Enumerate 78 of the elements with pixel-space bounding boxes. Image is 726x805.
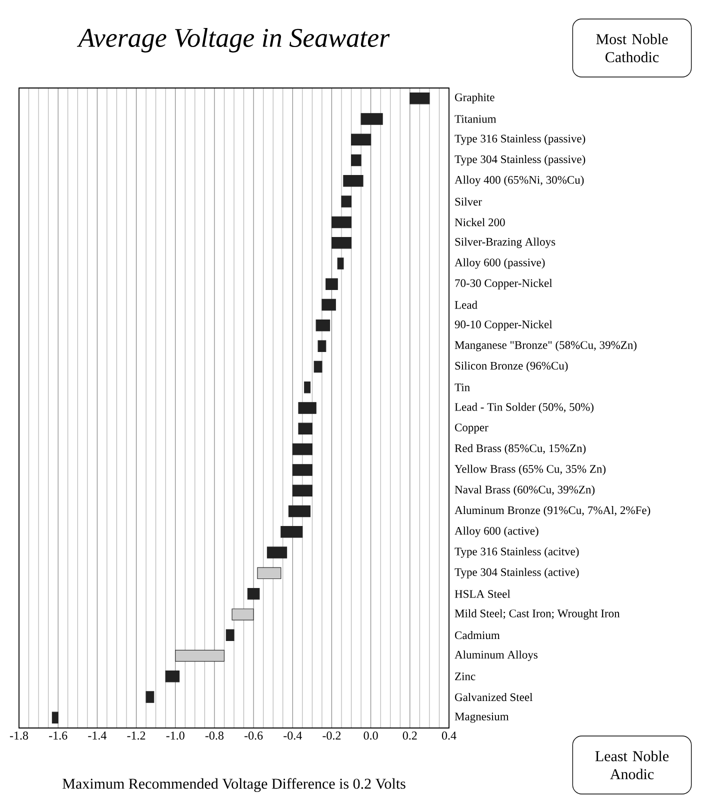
bar bbox=[350, 154, 362, 166]
y-tick-label: Aluminum Alloys bbox=[454, 650, 538, 661]
y-tick-label: Lead - Tin Solder (50%, 50%) bbox=[454, 402, 594, 414]
text: Least Noble Anodic bbox=[595, 750, 669, 780]
y-tick-label: Aluminum Bronze (91%Cu, 7%Al, 2%Fe) bbox=[454, 506, 650, 516]
y-tick-label: Alloy 600 (active) bbox=[454, 526, 538, 538]
bar bbox=[288, 505, 311, 518]
bar bbox=[298, 402, 316, 414]
y-tick-label: Mild Steel; Cast Iron; Wrought Iron bbox=[454, 609, 620, 620]
x-tick-label: -0.8 bbox=[205, 732, 224, 740]
text: Maximum Recommended Voltage Difference is 0.2 Volts bbox=[62, 778, 406, 792]
y-tick-label: Red Brass (85%Cu, 15%Zn) bbox=[454, 444, 586, 455]
bar bbox=[316, 320, 330, 332]
y-tick-label: Type 304 Stainless (passive) bbox=[454, 155, 586, 166]
bar bbox=[298, 422, 312, 435]
y-tick-label: Cadmium bbox=[454, 631, 500, 640]
y-tick-label: Silicon Bronze (96%Cu) bbox=[455, 361, 568, 372]
bar bbox=[410, 92, 430, 104]
bar bbox=[326, 278, 338, 290]
x-tick-label: -1.0 bbox=[166, 732, 184, 740]
y-tick-label: Type 316 Stainless (passive) bbox=[454, 134, 586, 145]
y-tick-label: HSLA Steel bbox=[454, 590, 510, 598]
bar bbox=[343, 175, 364, 187]
bar bbox=[175, 650, 225, 662]
bar bbox=[322, 298, 336, 311]
y-tick-label: Nickel 200 bbox=[454, 218, 505, 226]
y-tick-label: Silver bbox=[455, 198, 482, 206]
y-tick-label: Magnesium bbox=[454, 712, 509, 723]
bar bbox=[331, 236, 352, 249]
bar bbox=[360, 113, 383, 125]
bar bbox=[314, 360, 322, 373]
y-tick-label: Tin bbox=[454, 384, 470, 392]
bar bbox=[292, 464, 312, 476]
bar bbox=[337, 258, 344, 270]
bar bbox=[280, 526, 303, 538]
bar bbox=[318, 340, 326, 352]
x-tick-label: -0.2 bbox=[322, 732, 341, 740]
bar bbox=[341, 196, 352, 208]
x-tick-label: 0.4 bbox=[442, 732, 456, 740]
y-tick-label: Titanium bbox=[454, 115, 496, 123]
bar bbox=[232, 608, 254, 620]
bar bbox=[165, 670, 180, 682]
y-tick-label: Manganese "Bronze" (58%Cu, 39%Zn) bbox=[454, 340, 636, 352]
y-tick-label: Alloy 600 (passive) bbox=[454, 258, 545, 269]
chart-title: Average Voltage in Seawater bbox=[76, 28, 390, 53]
y-tick-label: Yellow Brass (65% Cu, 35% Zn) bbox=[454, 464, 606, 476]
bar bbox=[292, 443, 312, 456]
y-tick-label: 90-10 Copper-Nickel bbox=[454, 320, 552, 331]
y-tick-label: 70-30 Copper-Nickel bbox=[455, 278, 552, 290]
x-tick-label: 0.0 bbox=[364, 732, 378, 740]
y-tick-label: Graphite bbox=[454, 93, 494, 104]
x-tick-label: 0.2 bbox=[402, 732, 417, 740]
bar bbox=[266, 546, 288, 558]
x-tick-label: -1.8 bbox=[10, 732, 28, 740]
bar bbox=[331, 216, 352, 228]
x-tick-label: -1.6 bbox=[49, 732, 68, 740]
y-tick-label: Lead bbox=[454, 300, 478, 309]
y-tick-label: Alloy 400 (65%Ni, 30%Cu) bbox=[454, 176, 584, 186]
bar bbox=[257, 567, 282, 580]
y-tick-label: Naval Brass (60%Cu, 39%Zn) bbox=[454, 485, 595, 496]
y-tick-label: Silver-Brazing Alloys bbox=[455, 238, 556, 248]
text: Most Noble Cathodic bbox=[596, 34, 668, 62]
x-tick-label: -0.6 bbox=[244, 732, 263, 740]
bar bbox=[292, 484, 312, 496]
y-tick-label: Copper bbox=[454, 424, 488, 434]
y-tick-label: Zinc bbox=[455, 672, 476, 680]
x-tick-label: -1.2 bbox=[127, 732, 146, 740]
bar bbox=[226, 629, 234, 641]
bar bbox=[247, 588, 260, 600]
y-tick-label: Type 304 Stainless (active) bbox=[454, 568, 579, 578]
y-tick-label: Type 316 Stainless (acitve) bbox=[454, 547, 579, 558]
y-tick-label: Galvanized Steel bbox=[454, 692, 533, 702]
bar bbox=[304, 381, 311, 394]
bar bbox=[52, 712, 58, 724]
x-tick-label: -0.4 bbox=[284, 732, 302, 740]
bar bbox=[350, 134, 372, 146]
bar bbox=[146, 691, 154, 703]
x-tick-label: -1.4 bbox=[88, 732, 106, 740]
